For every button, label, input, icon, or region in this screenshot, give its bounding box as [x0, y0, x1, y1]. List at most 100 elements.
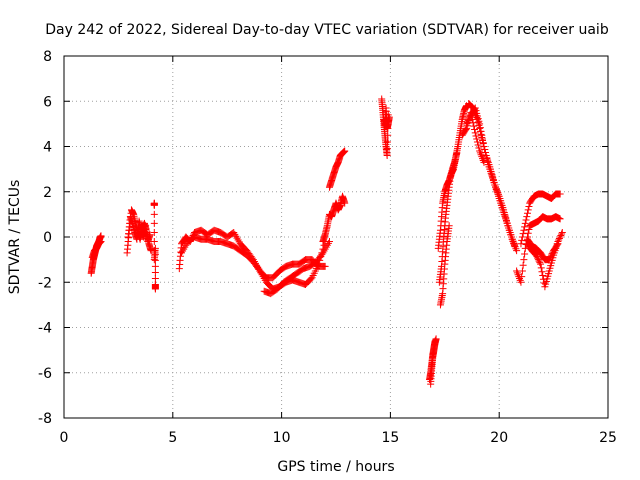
data-point-marker [519, 261, 527, 269]
y-tick-label: -4 [38, 321, 52, 337]
data-point-marker [537, 264, 545, 272]
y-tick-label: 4 [43, 140, 52, 156]
data-point-marker [475, 144, 483, 152]
data-point-marker [484, 158, 492, 166]
data-point-marker [520, 226, 528, 234]
data-point-marker [471, 129, 479, 137]
data-point-marker [554, 240, 562, 248]
x-tick-label: 15 [381, 430, 399, 446]
data-point-marker [150, 219, 158, 227]
data-point-marker [341, 199, 349, 207]
data-point-marker [150, 228, 158, 236]
data-point-marker [525, 202, 533, 210]
data-points [87, 95, 566, 388]
data-point-marker [539, 271, 547, 279]
x-tick-label: 0 [60, 430, 69, 446]
data-point-marker [518, 273, 526, 281]
data-point-marker [150, 210, 158, 218]
data-point-marker [341, 147, 349, 155]
y-axis-label: SDTVAR / TECUs [7, 180, 23, 295]
data-point-marker [150, 201, 158, 209]
data-point-marker [553, 241, 561, 249]
data-point-marker [519, 230, 527, 238]
data-point-marker [518, 236, 526, 244]
x-tick-label: 25 [599, 430, 617, 446]
data-point-marker [547, 251, 555, 259]
data-point-marker [558, 230, 566, 238]
data-point-marker [517, 240, 525, 248]
data-point-marker [480, 143, 488, 150]
data-point-marker [476, 124, 484, 132]
data-point-marker [537, 260, 545, 268]
data-point-marker [547, 253, 555, 261]
data-point-marker [146, 231, 154, 239]
data-point-marker [321, 262, 329, 270]
data-point-marker [518, 267, 526, 275]
data-point-marker [151, 274, 159, 282]
y-tick-label: 2 [43, 185, 52, 201]
y-tick-label: -2 [38, 275, 52, 291]
data-point-marker [534, 254, 542, 262]
y-tick-label: 0 [43, 230, 52, 246]
y-tick-label: 6 [43, 94, 52, 110]
data-point-marker [385, 113, 393, 121]
data-point-marker [558, 228, 566, 236]
chart-title: Day 242 of 2022, Sidereal Day-to-day VTE… [45, 22, 609, 38]
data-point-marker [482, 152, 490, 160]
data-point-marker [468, 112, 476, 120]
data-point-marker [471, 105, 479, 113]
data-point-marker [473, 135, 481, 143]
data-point-marker [151, 256, 159, 264]
data-point-marker [151, 250, 159, 258]
data-point-marker [557, 231, 565, 239]
data-point-marker [479, 139, 487, 147]
data-point-marker [518, 233, 526, 241]
data-point-marker [477, 127, 485, 135]
data-point-marker [471, 126, 479, 134]
data-point-marker [556, 190, 564, 198]
data-point-marker [517, 278, 525, 286]
data-point-marker [469, 119, 477, 127]
data-point-marker [555, 235, 563, 243]
grid-lines [64, 56, 608, 418]
data-point-marker [462, 126, 470, 134]
data-point-marker [534, 256, 542, 264]
data-point-marker [523, 213, 531, 221]
data-point-marker [473, 138, 481, 146]
data-point-marker [521, 223, 529, 231]
data-point-marker [536, 259, 544, 267]
data-point-marker [478, 131, 486, 139]
data-point-marker [546, 254, 554, 262]
data-point-marker [548, 250, 556, 258]
data-point-marker [472, 132, 480, 140]
data-point-marker [383, 145, 391, 153]
data-point-marker [522, 216, 530, 224]
data-point-marker [97, 238, 105, 246]
data-point-marker [524, 206, 532, 214]
data-point-marker [556, 233, 564, 241]
data-point-marker [525, 225, 533, 233]
data-point-marker [325, 238, 333, 246]
data-point-marker [521, 250, 529, 258]
data-point-marker [535, 257, 543, 265]
data-point-marker [480, 158, 488, 166]
x-tick-label: 5 [168, 430, 177, 446]
data-point-marker [513, 247, 521, 255]
x-axis-label: GPS time / hours [277, 459, 394, 475]
plot-frame [63, 55, 609, 419]
data-point-marker [476, 120, 484, 128]
data-point-marker [384, 131, 392, 139]
data-point-marker [383, 138, 391, 146]
data-point-marker [481, 146, 489, 154]
data-point-marker [545, 256, 553, 264]
data-point-marker [520, 256, 528, 264]
data-point-marker [383, 152, 391, 160]
data-point-marker [521, 219, 529, 227]
data-point-marker [470, 122, 478, 130]
data-point-marker [538, 268, 546, 276]
data-point-marker [468, 115, 476, 123]
data-point-marker [555, 236, 563, 244]
y-tick-label: -6 [38, 366, 52, 382]
